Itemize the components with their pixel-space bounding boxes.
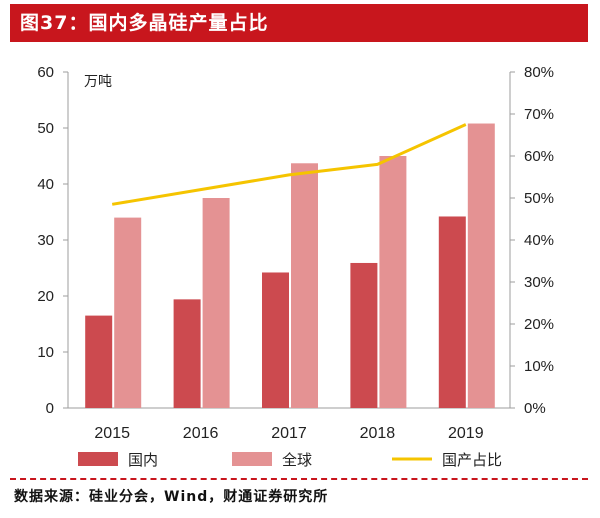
legend-swatch-global [232, 452, 272, 466]
y-axis-unit: 万吨 [84, 74, 112, 90]
y-tick-label-left: 40 [37, 176, 54, 193]
legend-label-share: 国产占比 [442, 451, 502, 469]
y-tick-label-left: 60 [37, 64, 54, 81]
y-tick-label-right: 20% [524, 316, 554, 333]
chart-axes [63, 71, 515, 409]
chart-share-line [111, 123, 467, 206]
y-tick-label-right: 60% [524, 148, 554, 165]
bar-global [379, 156, 407, 408]
x-tick-label: 2017 [271, 425, 307, 442]
bar-global [467, 123, 495, 409]
bar-domestic [262, 272, 289, 408]
legend-label-domestic: 国内 [128, 451, 158, 469]
legend-swatch-domestic [78, 452, 118, 466]
y-tick-label-right: 50% [524, 190, 554, 207]
bar-global [291, 163, 318, 408]
chart-legend: 国内 全球 国产占比 [78, 451, 502, 469]
chart-labels: 0 10 20 30 40 50 60 0% 10% 20% 30% 40% 50% 60% 70% 80% 万… [37, 64, 554, 442]
line-share [111, 123, 467, 206]
y-tick-label-right: 10% [524, 358, 554, 375]
bar-domestic [173, 299, 201, 408]
y-tick-label-left: 0 [46, 400, 54, 417]
x-tick-label: 2015 [94, 425, 130, 442]
y-tick-label-right: 80% [524, 64, 554, 81]
y-tick-label-right: 40% [524, 232, 554, 249]
bar-domestic [85, 315, 113, 408]
figure-title: 图37：国内多晶硅产量占比 [10, 4, 588, 42]
bar-domestic [438, 216, 466, 408]
y-tick-label-left: 20 [37, 288, 54, 305]
x-tick-label: 2018 [360, 425, 396, 442]
divider-line [10, 478, 588, 481]
x-tick-label: 2016 [183, 425, 219, 442]
y-tick-label-right: 0% [524, 400, 546, 417]
chart-bars [85, 123, 495, 409]
bar-global [114, 217, 142, 408]
y-tick-label-right: 30% [524, 274, 554, 291]
x-tick-label: 2019 [448, 425, 484, 442]
source-note: 数据来源：硅业分会，Wind，财通证券研究所 [14, 489, 329, 505]
legend-label-global: 全球 [282, 451, 312, 469]
y-tick-label-left: 30 [37, 232, 54, 249]
y-tick-label-left: 10 [37, 344, 54, 361]
y-tick-label-right: 70% [524, 106, 554, 123]
bar-global [202, 198, 230, 408]
bar-domestic [350, 262, 378, 408]
y-tick-label-left: 50 [37, 120, 54, 137]
